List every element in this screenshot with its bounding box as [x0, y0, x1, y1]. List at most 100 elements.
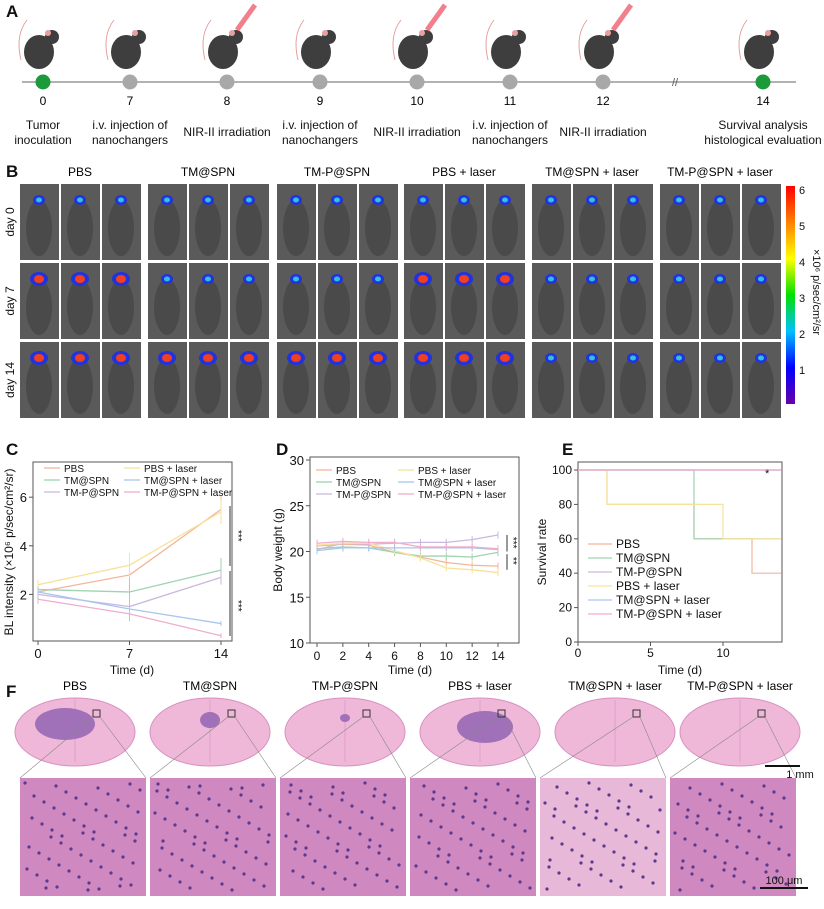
panel-label-f: F	[6, 682, 17, 701]
mouse-silhouette	[410, 200, 436, 256]
cell-nucleus	[579, 861, 583, 865]
y-tick-label: 10	[290, 636, 304, 651]
mouse-silhouette	[283, 279, 309, 335]
timeline-day: 8	[223, 94, 231, 108]
bli-signal-core	[36, 197, 42, 203]
mouse-ear	[605, 30, 611, 36]
cell-nucleus	[570, 848, 574, 852]
cell-nucleus	[737, 823, 741, 827]
cell-nucleus	[239, 793, 243, 797]
bli-signal-core	[293, 276, 299, 282]
cell-nucleus	[131, 861, 135, 865]
cell-nucleus	[584, 810, 588, 814]
x-tick-label: 5	[647, 646, 654, 660]
cell-nucleus	[565, 791, 569, 795]
cell-nucleus	[266, 840, 270, 844]
cell-nucleus	[355, 861, 359, 865]
cell-nucleus	[136, 810, 140, 814]
cell-nucleus	[473, 799, 477, 803]
timeline-day: 7	[126, 94, 134, 108]
cell-nucleus	[99, 865, 103, 869]
cell-nucleus	[30, 816, 34, 820]
cell-nucleus	[87, 881, 91, 885]
cell-nucleus	[175, 801, 179, 805]
y-axis-label: Survival rate	[535, 518, 549, 585]
mouse-silhouette	[283, 200, 309, 256]
bli-signal-core	[758, 276, 764, 282]
timeline-event: NIR-II irradiation	[373, 125, 461, 139]
cell-nucleus	[378, 844, 382, 848]
cell-nucleus	[496, 782, 500, 786]
cell-nucleus	[178, 880, 182, 884]
cell-nucleus	[360, 810, 364, 814]
tumor-lesion	[200, 712, 220, 728]
zoom-line	[639, 716, 667, 779]
cell-nucleus	[193, 835, 197, 839]
mouse-silhouette	[538, 200, 564, 256]
timeline-event: i.v. injection of	[282, 118, 358, 132]
x-tick-label: 10	[716, 646, 730, 660]
cell-nucleus	[705, 827, 709, 831]
cell-nucleus	[575, 797, 579, 801]
bli-signal-core	[758, 355, 764, 361]
mouse-icon	[392, 19, 433, 69]
laser-beam-icon	[610, 3, 634, 32]
cell-nucleus	[503, 817, 507, 821]
cell-nucleus	[133, 839, 137, 843]
mouse-ear	[512, 30, 518, 36]
cell-nucleus	[484, 798, 488, 802]
cell-nucleus	[471, 821, 475, 825]
bli-signal-core	[291, 354, 301, 362]
cell-nucleus	[264, 862, 268, 866]
cell-nucleus	[289, 783, 293, 787]
y-tick-label: 2	[20, 587, 27, 602]
bli-signal-core	[548, 355, 554, 361]
micrograph	[20, 778, 146, 896]
cell-nucleus	[294, 840, 298, 844]
cell-nucleus	[526, 800, 530, 804]
cell-nucleus	[163, 817, 167, 821]
bli-signal-core	[244, 354, 254, 362]
cell-nucleus	[479, 849, 483, 853]
cell-nucleus	[764, 870, 768, 874]
cell-nucleus	[187, 785, 191, 789]
cell-nucleus	[313, 859, 317, 863]
series-line	[316, 540, 499, 550]
cell-nucleus	[722, 868, 726, 872]
cell-nucleus	[79, 853, 83, 857]
cell-nucleus	[62, 812, 66, 816]
cell-nucleus	[380, 822, 384, 826]
cell-nucleus	[385, 879, 389, 883]
cell-nucleus	[25, 867, 29, 871]
cell-nucleus	[230, 888, 234, 892]
cell-nucleus	[373, 787, 377, 791]
cell-nucleus	[779, 825, 783, 829]
cell-nucleus	[516, 794, 520, 798]
cell-nucleus	[106, 792, 110, 796]
timeline-dot	[595, 74, 611, 90]
mouse-silhouette	[195, 358, 221, 414]
cell-nucleus	[155, 789, 159, 793]
cell-nucleus	[510, 852, 514, 856]
cell-nucleus	[590, 860, 594, 864]
cell-nucleus	[777, 847, 781, 851]
mouse-ear	[45, 30, 51, 36]
cell-nucleus	[767, 841, 771, 845]
cell-nucleus	[224, 838, 228, 842]
cell-nucleus	[555, 785, 559, 789]
cell-nucleus	[262, 884, 266, 888]
cell-nucleus	[86, 888, 90, 892]
cell-nucleus	[328, 814, 332, 818]
mouse-tail	[105, 19, 115, 61]
x-tick-label: 14	[214, 646, 228, 661]
cell-nucleus	[696, 814, 700, 818]
bli-signal-core	[717, 355, 723, 361]
cell-nucleus	[331, 785, 335, 789]
timeline-event: nanochangers	[281, 133, 359, 147]
bli-signal-core	[500, 354, 510, 362]
x-tick-label: 2	[340, 649, 347, 663]
timeline-day: 9	[316, 94, 324, 108]
cell-nucleus	[202, 848, 206, 852]
zoom-line	[539, 716, 634, 779]
cell-nucleus	[188, 886, 192, 890]
